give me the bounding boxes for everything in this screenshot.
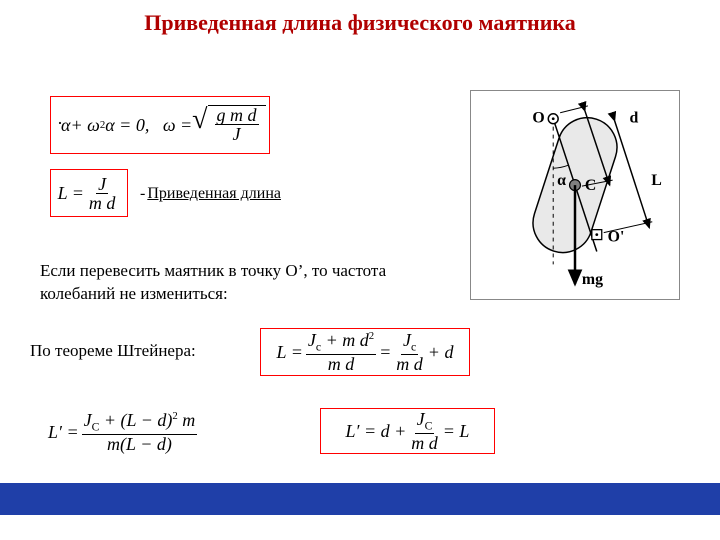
eq-motion: · α + ω2α = 0, ω = √ g m d J xyxy=(50,96,270,154)
text-o-prime: Если перевесить маятник в точку O’, то ч… xyxy=(40,260,390,306)
diagram-label-L: L xyxy=(651,172,662,189)
diagram-label-alpha: α xyxy=(557,172,566,189)
footer-bar xyxy=(0,483,720,515)
eq-steiner: L = Jc + m d2 m d = Jc m d + d xyxy=(260,328,470,376)
diagram-label-O: O xyxy=(532,110,544,127)
page-title: Приведенная длина физического маятника xyxy=(0,10,720,36)
eq-reduced-length: L = J m d xyxy=(50,169,128,217)
diagram-label-d: d xyxy=(629,110,638,127)
label-reduced-length: -Приведенная длина xyxy=(140,185,281,203)
text-steiner: По теореме Штейнера: xyxy=(30,340,250,363)
eq-Lprime-result: L′ = d + JC m d = L xyxy=(320,408,495,454)
diagram-label-mg: mg xyxy=(582,271,603,288)
eq-Lprime-left: L′ = JC + (L − d)2 m m(L − d) xyxy=(48,408,224,456)
pendulum-diagram: α O C O' d L mg xyxy=(470,90,680,300)
